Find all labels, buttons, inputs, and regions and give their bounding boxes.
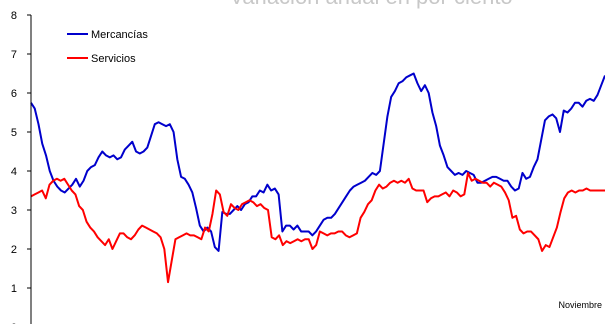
y-tick-label: 7 <box>11 49 17 61</box>
legend: Mercancías Servicios <box>67 29 148 65</box>
y-tick-label: 8 <box>11 10 17 22</box>
y-tick-label: 5 <box>11 127 17 139</box>
y-tick-label: 4 <box>11 166 17 178</box>
y-tick-label: 6 <box>11 88 17 100</box>
y-tick-label: 0 <box>11 322 17 324</box>
y-tick-label: 2 <box>11 244 17 256</box>
y-tick-label: 1 <box>11 283 17 295</box>
series-line-mercancias <box>30 72 605 252</box>
legend-label-mercancias: Mercancías <box>91 29 148 41</box>
chart-note: Noviembre <box>558 300 602 310</box>
chart-title: Variación anual en por ciento <box>229 0 512 9</box>
plot-area <box>30 72 605 284</box>
series-line-servicios <box>30 171 605 284</box>
y-axis: 0 1 2 3 4 5 6 7 8 <box>11 10 32 324</box>
y-tick-label: 3 <box>11 205 17 217</box>
legend-label-servicios: Servicios <box>91 53 136 65</box>
